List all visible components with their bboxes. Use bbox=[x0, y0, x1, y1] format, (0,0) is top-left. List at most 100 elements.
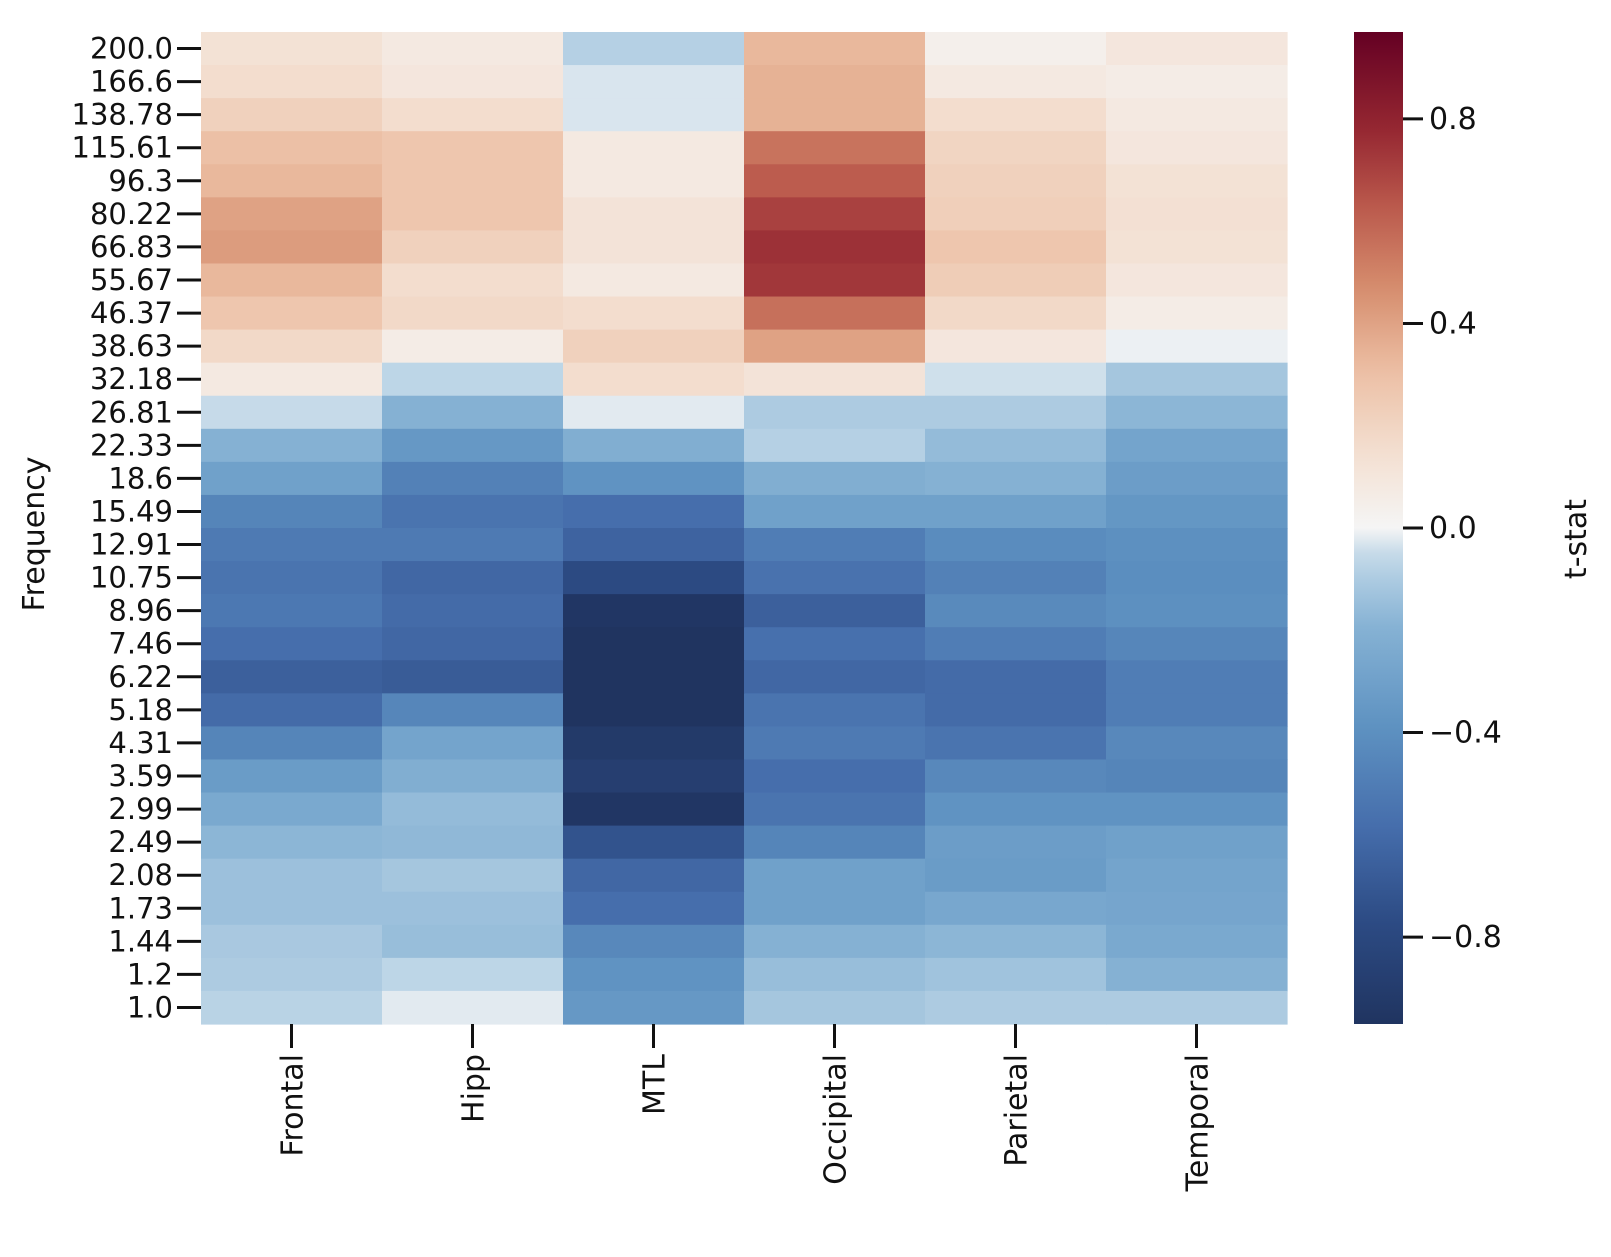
y-tick-label: 18.6 bbox=[108, 461, 173, 495]
heatmap-cell bbox=[382, 858, 564, 893]
heatmap-cell bbox=[925, 32, 1107, 66]
heatmap-cell bbox=[382, 230, 564, 265]
heatmap-cell bbox=[382, 528, 564, 562]
heatmap-cell bbox=[744, 561, 926, 595]
heatmap-cell bbox=[744, 825, 926, 860]
heatmap-cell bbox=[201, 891, 383, 926]
y-tick-label: 12.91 bbox=[90, 528, 173, 562]
heatmap-cell bbox=[382, 693, 564, 727]
heatmap-cell bbox=[382, 32, 564, 66]
heatmap-cell bbox=[744, 362, 926, 397]
heatmap-cell bbox=[925, 164, 1107, 198]
heatmap-cell bbox=[382, 131, 564, 165]
heatmap-cell bbox=[744, 957, 926, 992]
heatmap-cell bbox=[563, 230, 745, 265]
heatmap-cell bbox=[382, 792, 564, 827]
heatmap-cell bbox=[744, 693, 926, 727]
heatmap-cell bbox=[382, 164, 564, 198]
heatmap-cell bbox=[925, 263, 1107, 298]
heatmap-cell bbox=[382, 594, 564, 628]
heatmap-cell bbox=[563, 263, 745, 298]
y-tick-label: 10.75 bbox=[90, 561, 173, 595]
colorbar-tick-label: −0.8 bbox=[1429, 920, 1502, 955]
heatmap-cell bbox=[382, 924, 564, 959]
heatmap-cell bbox=[382, 98, 564, 132]
heatmap-cell bbox=[382, 494, 564, 529]
y-axis-label: Frequency bbox=[17, 457, 52, 612]
heatmap-cell bbox=[563, 660, 745, 694]
heatmap-cell bbox=[744, 164, 926, 198]
heatmap-cell bbox=[744, 428, 926, 463]
heatmap-cell bbox=[1106, 164, 1288, 198]
y-tick-label: 4.31 bbox=[108, 726, 173, 760]
heatmap-cell bbox=[925, 528, 1107, 562]
heatmap-cell bbox=[744, 990, 926, 1025]
y-tick-label: 8.96 bbox=[108, 594, 173, 628]
heatmap-cell bbox=[563, 792, 745, 827]
heatmap-cell bbox=[563, 726, 745, 761]
heatmap-cell bbox=[1106, 263, 1288, 298]
heatmap-cell bbox=[563, 957, 745, 992]
heatmap-cell bbox=[744, 494, 926, 529]
heatmap-cell bbox=[925, 561, 1107, 595]
y-tick-label: 1.44 bbox=[108, 924, 173, 958]
heatmap-cell bbox=[382, 891, 564, 926]
heatmap-cell bbox=[1106, 957, 1288, 992]
heatmap-cell bbox=[1106, 230, 1288, 265]
heatmap-cell bbox=[744, 660, 926, 694]
colorbar-tick-label: 0.8 bbox=[1429, 102, 1477, 137]
heatmap-cell bbox=[201, 263, 383, 298]
heatmap-cell bbox=[563, 296, 745, 331]
y-tick-label: 32.18 bbox=[90, 362, 173, 396]
heatmap-cell bbox=[925, 197, 1107, 231]
y-tick-label: 15.49 bbox=[90, 494, 173, 528]
y-tick-label: 5.18 bbox=[108, 693, 173, 727]
heatmap-cell bbox=[563, 164, 745, 198]
x-axis: Frontal Hipp MTL Occipital Parietal Temporal bbox=[276, 1024, 1216, 1192]
heatmap-cell bbox=[1106, 792, 1288, 827]
y-tick-label: 38.63 bbox=[90, 329, 173, 363]
x-tick-label: Temporal bbox=[1181, 1054, 1216, 1192]
heatmap-cell bbox=[925, 395, 1107, 430]
heatmap-cell bbox=[1106, 528, 1288, 562]
heatmap-cell bbox=[744, 594, 926, 628]
heatmap-cell bbox=[382, 660, 564, 694]
heatmap-cell bbox=[925, 296, 1107, 331]
heatmap-cell bbox=[1106, 428, 1288, 463]
heatmap-cell bbox=[382, 990, 564, 1025]
heatmap-cell bbox=[1106, 362, 1288, 397]
y-tick-label: 2.08 bbox=[108, 858, 173, 892]
heatmap-cell bbox=[201, 230, 383, 265]
heatmap-cell bbox=[744, 858, 926, 893]
heatmap-cell bbox=[1106, 197, 1288, 231]
heatmap-cell bbox=[382, 329, 564, 364]
heatmap-cell bbox=[744, 263, 926, 298]
heatmap-cell bbox=[563, 627, 745, 661]
heatmap-cell bbox=[1106, 461, 1288, 496]
heatmap-cell bbox=[1106, 627, 1288, 661]
heatmap-cell bbox=[925, 461, 1107, 496]
y-tick-label: 7.46 bbox=[108, 627, 173, 661]
heatmap-cell bbox=[382, 428, 564, 463]
heatmap-cell bbox=[563, 428, 745, 463]
y-tick-label: 80.22 bbox=[90, 197, 173, 231]
heatmap-cell bbox=[563, 362, 745, 397]
heatmap-cell bbox=[925, 957, 1107, 992]
heatmap-cell bbox=[382, 957, 564, 992]
heatmap-cell bbox=[925, 990, 1107, 1025]
heatmap-cell bbox=[382, 395, 564, 430]
heatmap-cell bbox=[382, 759, 564, 794]
heatmap-cell bbox=[1106, 726, 1288, 761]
heatmap-cell bbox=[382, 263, 564, 298]
heatmap-cell bbox=[744, 461, 926, 496]
heatmap-cell bbox=[925, 329, 1107, 364]
heatmap-cell bbox=[744, 32, 926, 66]
heatmap-cell bbox=[925, 858, 1107, 893]
heatmap-cell bbox=[1106, 131, 1288, 165]
heatmap-cell bbox=[1106, 65, 1288, 99]
heatmap-cell bbox=[382, 726, 564, 761]
heatmap-cell bbox=[563, 759, 745, 794]
heatmap-cell bbox=[563, 858, 745, 893]
heatmap-cell bbox=[201, 362, 383, 397]
heatmap-cell bbox=[1106, 329, 1288, 364]
